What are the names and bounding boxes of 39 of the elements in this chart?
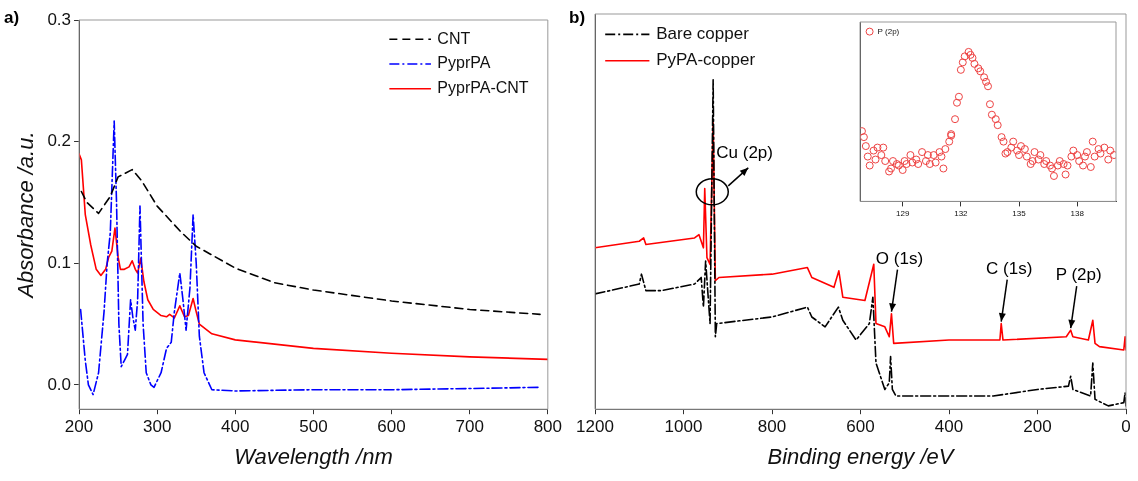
x-tick-label: 129 — [895, 209, 910, 219]
text: a) — [4, 8, 20, 28]
annotation: O (1s) — [875, 248, 924, 268]
y-axis-title: Absorbance /a.u. — [13, 131, 39, 300]
line-series — [80, 168, 541, 316]
x-tick-label: 500 — [299, 417, 328, 437]
legend-label: CNT — [437, 29, 471, 47]
x-tick-label: 600 — [377, 417, 406, 437]
legend-label: PyPA-copper — [656, 50, 756, 70]
line-series — [79, 120, 541, 396]
y-tick-label: 0.1 — [47, 252, 72, 272]
x-tick-label: 135 — [1012, 209, 1027, 219]
x-tick-label: 200 — [64, 417, 94, 437]
legend-label: PyprPA-CNT — [437, 79, 529, 97]
legend-label: P (2p) — [877, 26, 900, 36]
x-tick-label: 1200 — [576, 417, 614, 437]
legend-label: PyprPA — [437, 54, 491, 72]
x-tick-label: 300 — [142, 417, 172, 437]
x-axis-title: Wavelength /nm — [234, 443, 393, 469]
text: b) — [569, 8, 586, 28]
y-tick-label: 0.0 — [47, 374, 72, 394]
annotation: C (1s) — [986, 258, 1033, 278]
x-tick-label: 138 — [1070, 209, 1085, 219]
x-tick-label: 1000 — [664, 417, 703, 437]
y-tick-label: 0.2 — [47, 131, 72, 151]
x-tick-label: 200 — [1023, 417, 1052, 437]
x-tick-label: 400 — [934, 417, 964, 437]
y-tick-label: 0.3 — [47, 9, 72, 29]
x-axis-title: Binding energy /eV — [767, 443, 956, 469]
legend-label: Bare copper — [656, 24, 750, 44]
annotation: Cu (2p) — [716, 143, 773, 163]
annotation: P (2p) — [1055, 265, 1102, 285]
x-tick-label: 0 — [1121, 417, 1131, 437]
x-tick-label: 600 — [846, 417, 875, 437]
x-tick-label: 132 — [954, 209, 969, 219]
x-tick-label: 400 — [221, 417, 250, 437]
x-tick-label: 700 — [455, 417, 484, 437]
x-tick-label: 800 — [533, 417, 563, 437]
x-tick-label: 800 — [757, 417, 787, 437]
